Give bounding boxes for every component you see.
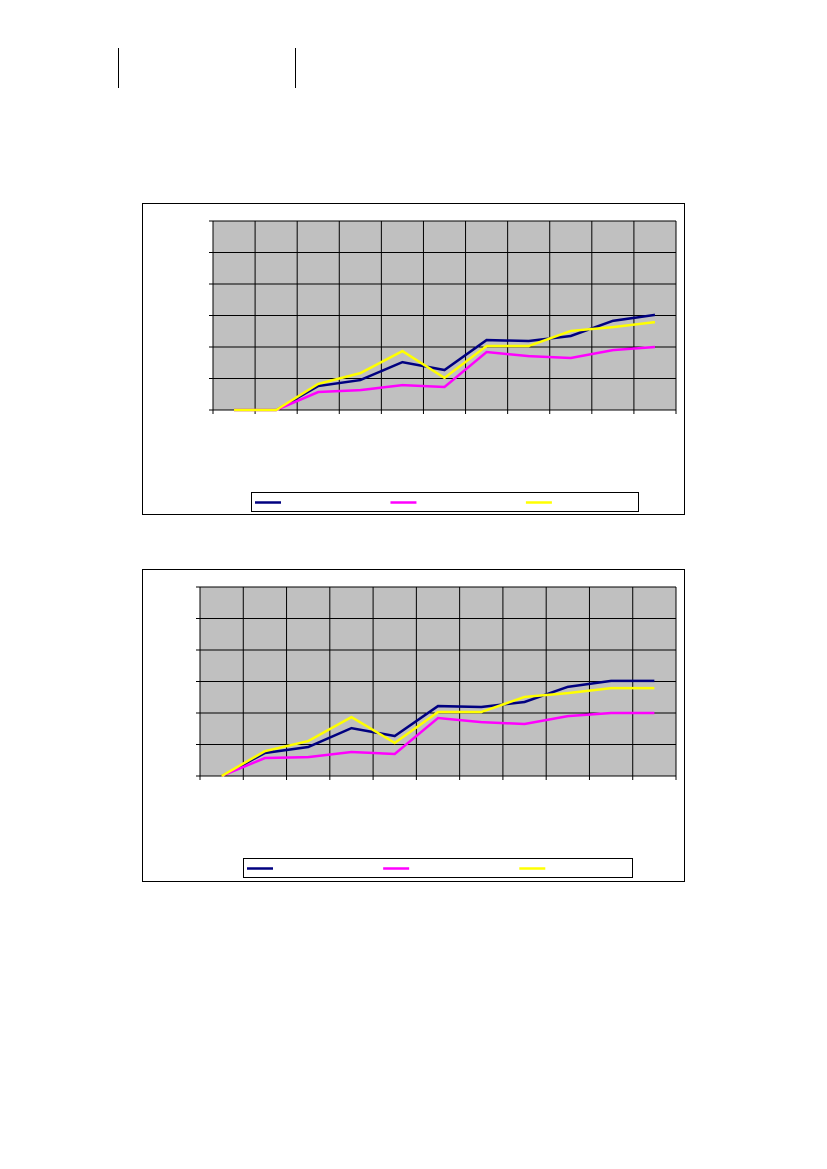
- series-line: [234, 320, 656, 412]
- legend: [243, 858, 633, 878]
- series-line: [221, 711, 655, 778]
- series-line: [221, 686, 655, 778]
- legend: [251, 492, 639, 512]
- series-line: [234, 345, 656, 412]
- series-line: [221, 679, 655, 778]
